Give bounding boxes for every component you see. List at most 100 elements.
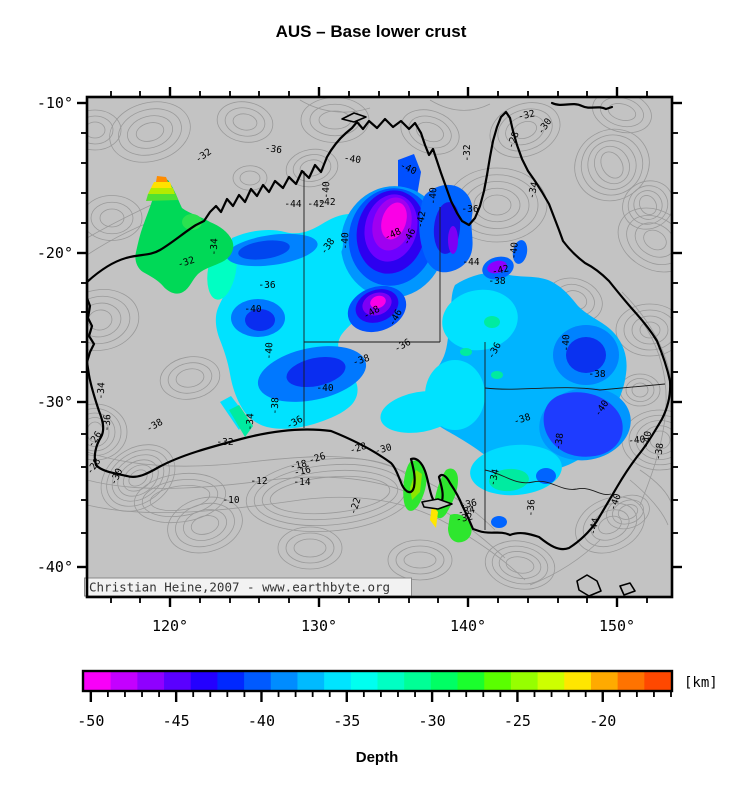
contour-ring	[617, 207, 672, 273]
depth-region	[543, 392, 623, 457]
contour-label: -36	[459, 497, 478, 511]
contour-ring	[484, 540, 556, 590]
contour-label: -42	[415, 210, 429, 229]
contour-label: -32	[517, 108, 536, 122]
contour-ring	[395, 545, 445, 575]
contour-ring	[133, 472, 227, 524]
contour-ring	[216, 101, 274, 143]
contour-ring	[631, 382, 649, 398]
attribution-text: Christian Heine,2007 - www.earthbyte.org	[89, 580, 390, 595]
colorbar-segment	[350, 672, 379, 690]
contour-label: -38	[512, 412, 532, 428]
state-border	[484, 383, 666, 391]
contour-ring	[190, 515, 220, 535]
contour-path	[299, 99, 371, 113]
contour-ring	[167, 362, 213, 394]
colorbar-segment	[164, 672, 192, 690]
axis-ticks	[77, 87, 682, 607]
contour-label: -30	[374, 442, 394, 457]
depth-region	[156, 176, 168, 182]
contour-ring	[111, 454, 165, 502]
contour-path	[529, 539, 601, 586]
contour-ring	[403, 551, 437, 569]
colorbar-unit-label: [km]	[684, 675, 718, 691]
png-coastline	[550, 101, 614, 111]
colorbar-segment	[377, 672, 405, 690]
contour-label: -32	[462, 144, 473, 161]
contour-path	[87, 496, 526, 581]
depth-region	[380, 391, 460, 433]
contour-label: -38	[270, 397, 282, 415]
contour-ring	[87, 195, 143, 241]
contour-ring	[292, 154, 332, 182]
depth-region	[245, 309, 275, 331]
depth-region	[491, 516, 507, 528]
contour-ring	[87, 302, 122, 338]
depth-region	[460, 348, 472, 356]
contour-ring	[606, 494, 650, 530]
depth-region	[484, 316, 500, 328]
contour-label: -36	[264, 143, 283, 156]
colorbar-tick-label: -30	[419, 712, 446, 730]
contour-label: -40	[508, 241, 520, 259]
contour-label: -38	[653, 442, 666, 461]
contour-ring	[87, 417, 110, 447]
contour-ring	[167, 496, 243, 554]
contour-label: -16	[293, 464, 312, 478]
depth-region	[442, 289, 518, 351]
depth-region	[135, 178, 234, 294]
contour-ring	[87, 115, 114, 145]
depth-region	[448, 226, 458, 254]
colorbar-segment	[564, 672, 592, 690]
contour-ring	[159, 356, 221, 400]
contour-ring	[239, 170, 261, 186]
contour-ring	[87, 109, 122, 151]
contour-ring	[100, 444, 176, 512]
offshore-contour-lines	[87, 97, 672, 590]
contour-ring	[473, 187, 521, 223]
contour-ring	[622, 180, 672, 230]
contour-ring	[615, 303, 672, 357]
contour-ring	[639, 321, 661, 339]
contour-label: -10	[222, 495, 239, 506]
colorbar-segment	[484, 672, 512, 690]
contour-ring	[574, 128, 650, 202]
depth-region	[410, 470, 422, 500]
depth-region	[238, 240, 290, 260]
contour-path	[429, 99, 491, 111]
contour-ring	[505, 556, 535, 574]
contour-label: -40	[340, 232, 352, 250]
contour-label: -22	[348, 496, 364, 516]
depth-region	[487, 260, 507, 274]
depth-region	[448, 514, 472, 543]
contour-label: -38	[588, 369, 605, 380]
island	[421, 498, 453, 510]
contour-ring	[127, 115, 173, 149]
contour-ring	[612, 499, 644, 525]
contour-label: -34	[526, 181, 540, 200]
contour-ring	[489, 102, 561, 158]
contour-label: -28	[348, 441, 368, 457]
contour-label: -32	[216, 437, 233, 448]
contour-label: -32	[176, 255, 196, 271]
contour-ring	[590, 509, 630, 541]
attribution-box: Christian Heine,2007 - www.earthbyte.org	[84, 577, 412, 597]
contour-ring	[482, 194, 512, 216]
contour-ring	[631, 315, 669, 345]
contour-ring	[642, 425, 672, 455]
contour-ring	[175, 368, 205, 388]
contour-label: -40	[244, 304, 261, 315]
contour-label: -34	[245, 413, 257, 431]
contour-ring	[617, 504, 639, 520]
contour-ring	[277, 526, 343, 570]
depth-region	[182, 214, 202, 230]
state-borders	[303, 171, 666, 530]
contour-label: -34	[487, 468, 501, 487]
coastline	[87, 101, 672, 597]
contour-ring	[600, 151, 624, 179]
depth-region	[331, 233, 343, 255]
contour-label: -38	[553, 432, 566, 451]
contour-ring	[625, 378, 655, 402]
